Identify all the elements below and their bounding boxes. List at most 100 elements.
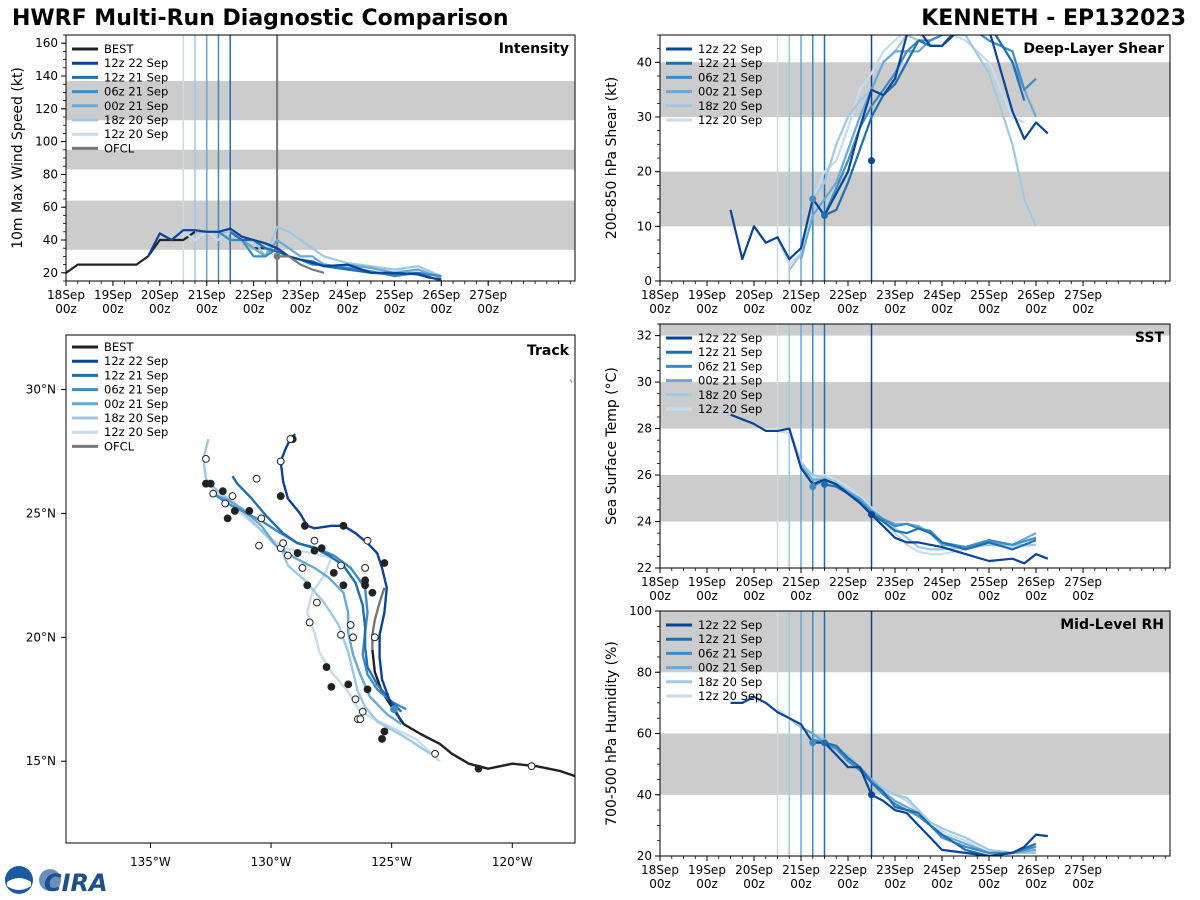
- legend-entry: 12z 20 Sep: [698, 113, 762, 127]
- track-position-dot: [356, 715, 365, 723]
- track-position-dot: [223, 514, 232, 523]
- x-tick-label: 18Sep: [641, 575, 679, 589]
- x-tick-label: 00z: [696, 302, 718, 316]
- legend-entry: 12z 20 Sep: [104, 127, 168, 141]
- x-tick-label: 00z: [790, 302, 812, 316]
- x-tick-label: 22Sep: [235, 288, 273, 302]
- legend-entry: 12z 21 Sep: [104, 70, 168, 84]
- x-tick-label: 21Sep: [782, 288, 820, 302]
- x-tick-label: 23Sep: [876, 575, 914, 589]
- track-position-dot: [305, 618, 314, 627]
- x-tick-label: 24Sep: [923, 863, 961, 877]
- cira-globe-icon: [39, 869, 61, 891]
- legend-entry: 12z 20 Sep: [104, 425, 168, 439]
- track-position-dot: [310, 536, 319, 545]
- panel-title: SST: [1135, 330, 1165, 346]
- track-position-dot: [329, 568, 338, 577]
- x-tick-label: 26Sep: [1017, 863, 1055, 877]
- y-tick-label: 40: [43, 233, 58, 247]
- series-line-12z-21-sep: [824, 35, 1026, 217]
- legend-entry: 00z 21 Sep: [698, 374, 762, 388]
- x-tick-label: 20Sep: [735, 288, 773, 302]
- y-tick-label: 10: [637, 219, 652, 233]
- legend-entry: 06z 21 Sep: [698, 646, 762, 660]
- x-tick-label: 20Sep: [735, 575, 773, 589]
- track-position-dot: [363, 536, 372, 545]
- legend-entry: 18z 20 Sep: [698, 675, 762, 689]
- panel-title: Track: [527, 343, 570, 359]
- track-position-dot: [255, 541, 263, 550]
- track-position-dot: [228, 492, 237, 500]
- x-tick-label: 00z: [790, 877, 812, 891]
- legend-entry: BEST: [104, 340, 134, 354]
- init-marker: [273, 252, 281, 260]
- init-marker: [809, 483, 817, 491]
- y-tick-label: 40: [637, 788, 652, 802]
- x-tick-label: 00z: [978, 302, 1000, 316]
- panel-title: Deep-Layer Shear: [1023, 41, 1164, 57]
- y-axis-label: Sea Surface Temp (°C): [604, 367, 620, 525]
- x-tick-label: 00z: [649, 877, 671, 891]
- x-tick-label: 00z: [384, 302, 406, 316]
- plot-area: [660, 611, 1170, 856]
- y-tick-label: 15°N: [26, 754, 56, 768]
- track-position-dot: [298, 564, 307, 572]
- init-marker: [821, 211, 829, 219]
- x-tick-label: 22Sep: [829, 863, 867, 877]
- track-position-dot: [380, 559, 389, 567]
- x-tick-label: 00z: [196, 302, 218, 316]
- track-line-12z-20-sep: [205, 480, 441, 763]
- track-position-dot: [349, 633, 357, 642]
- shade-band: [66, 200, 575, 250]
- legend-entry: 06z 21 Sep: [698, 359, 762, 373]
- y-tick-label: 20: [637, 165, 652, 179]
- x-tick-label: 23Sep: [876, 863, 914, 877]
- coastline: [569, 379, 573, 383]
- shade-band: [660, 324, 1170, 336]
- track-position-dot: [431, 749, 439, 758]
- y-tick-label: 20: [637, 849, 652, 863]
- series-line-ofcl: [277, 255, 325, 274]
- legend-entry: 06z 21 Sep: [104, 85, 168, 99]
- track-position-dot: [361, 576, 370, 585]
- y-tick-label: 140: [35, 69, 58, 83]
- x-tick-label: 26Sep: [1017, 288, 1055, 302]
- x-tick-label: 27Sep: [469, 288, 507, 302]
- x-tick-label: 00z: [431, 302, 453, 316]
- cira-logo: CIRA: [5, 866, 108, 896]
- shade-band: [660, 62, 1170, 117]
- init-marker: [868, 511, 876, 519]
- legend-entry: 12z 22 Sep: [104, 56, 168, 70]
- x-tick-label: 00z: [1072, 589, 1094, 603]
- x-tick-label: 00z: [884, 589, 906, 603]
- track-position-dot: [346, 621, 355, 629]
- track-position-dot: [358, 707, 367, 716]
- x-tick-label: 00z: [1072, 877, 1094, 891]
- init-marker: [868, 791, 876, 799]
- track-position-dot: [527, 762, 536, 771]
- shade-band: [660, 733, 1170, 795]
- y-axis-label: 200-850 hPa Shear (kt): [604, 77, 620, 239]
- series-line-00z-21-sep: [799, 35, 1038, 260]
- track-position-dot: [344, 680, 353, 689]
- x-tick-label: 00z: [696, 589, 718, 603]
- legend-entry: 12z 22 Sep: [104, 354, 168, 368]
- track-position-dot: [245, 507, 254, 515]
- x-tick-label: 27Sep: [1064, 575, 1102, 589]
- track-position-dot: [337, 561, 345, 570]
- track-position-dot: [286, 435, 295, 443]
- x-tick-label: 18Sep: [641, 288, 679, 302]
- legend-entry: 18z 20 Sep: [104, 113, 168, 127]
- y-tick-label: 80: [43, 167, 58, 181]
- x-tick-label: 22Sep: [829, 288, 867, 302]
- main-title: HWRF Multi-Run Diagnostic Comparison: [12, 6, 509, 31]
- x-tick-label: 20Sep: [735, 863, 773, 877]
- legend-entry: 12z 21 Sep: [698, 345, 762, 359]
- x-tick-label: 00z: [743, 302, 765, 316]
- track-init-marker: [390, 705, 399, 714]
- x-tick-label: 00z: [743, 589, 765, 603]
- x-tick-label: 00z: [790, 589, 812, 603]
- x-tick-label: 135°W: [130, 855, 171, 869]
- x-tick-label: 27Sep: [1064, 863, 1102, 877]
- track-position-dot: [279, 539, 288, 548]
